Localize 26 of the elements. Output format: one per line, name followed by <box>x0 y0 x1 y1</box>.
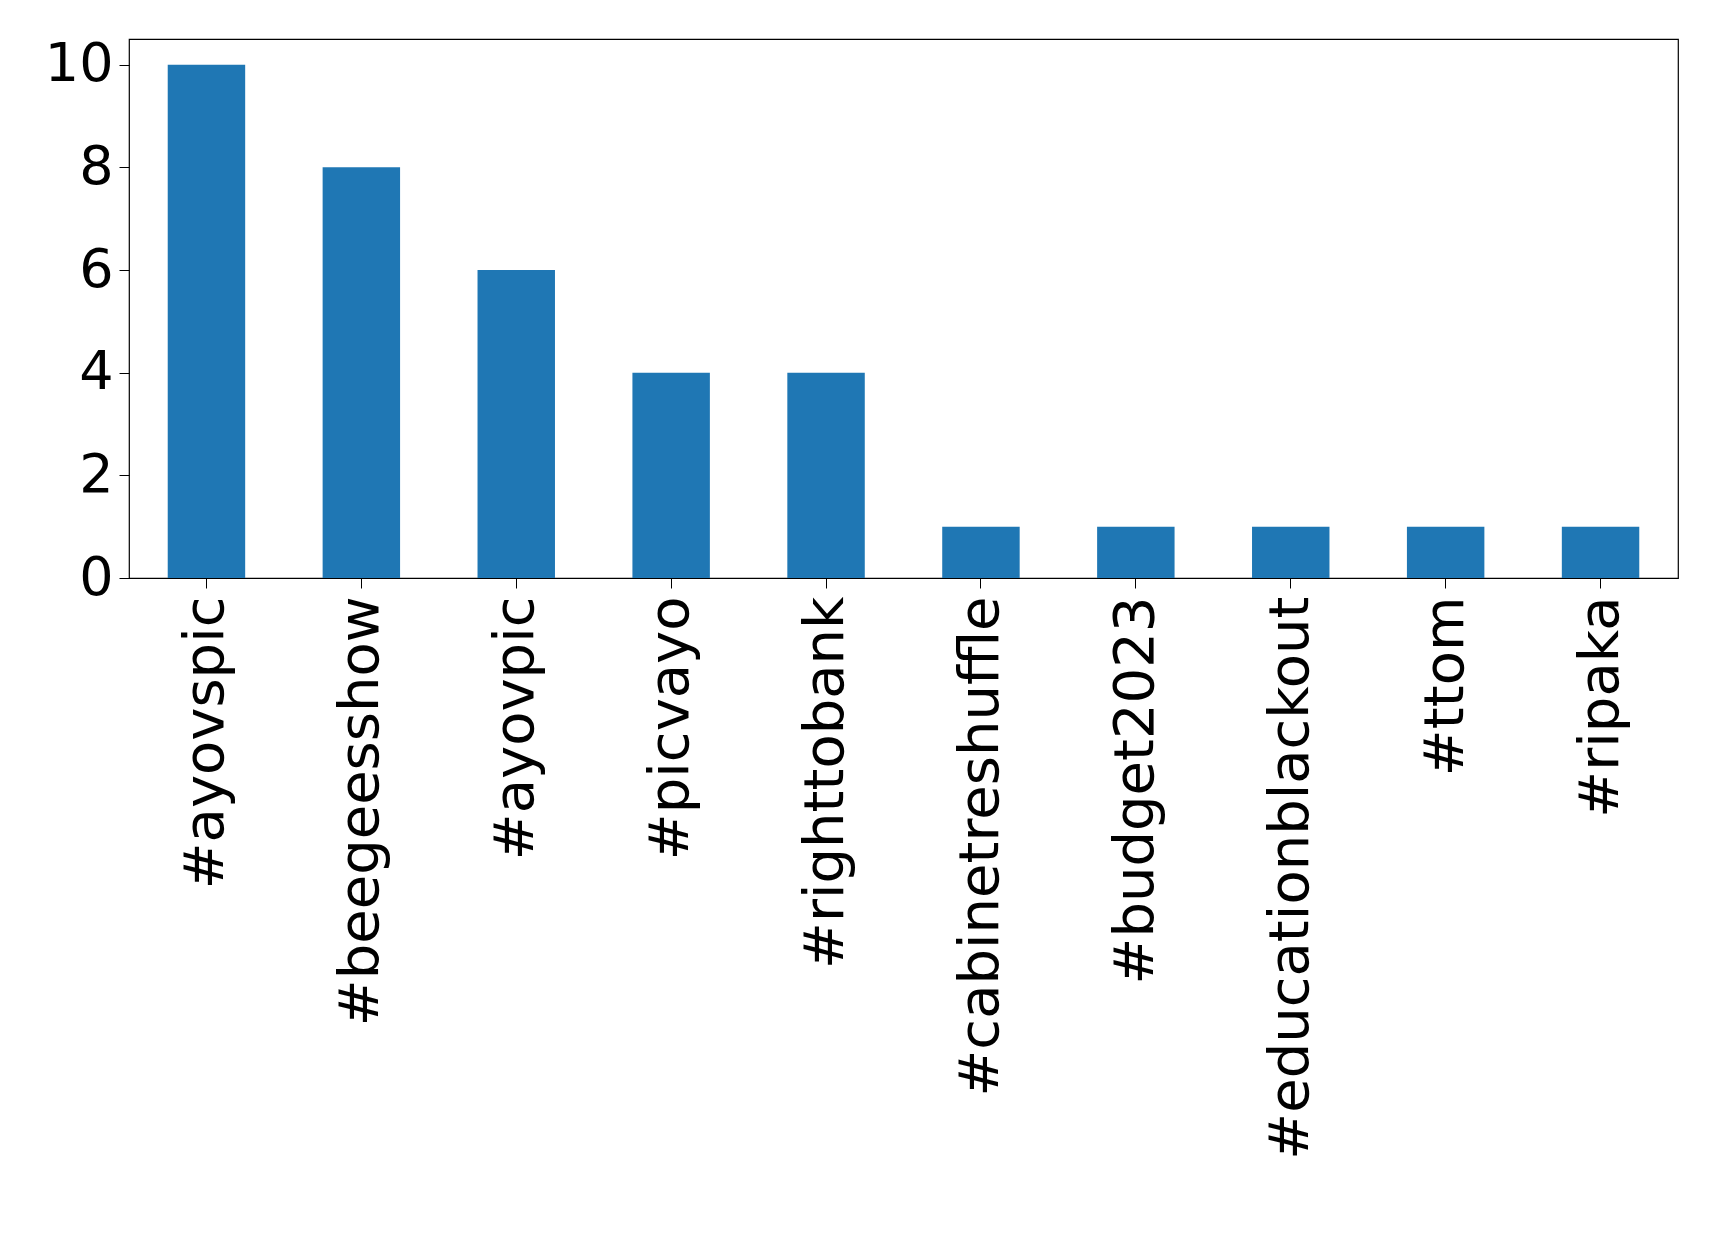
bar <box>1406 526 1485 578</box>
y-tick-label: 2 <box>79 441 114 505</box>
bar <box>787 372 865 578</box>
bar <box>1097 526 1175 578</box>
bar <box>632 372 710 578</box>
x-tick-label: #ripaka <box>1565 596 1631 818</box>
x-tick-label: #cabinetreshuffle <box>945 596 1011 1097</box>
bar <box>322 167 401 578</box>
x-tick-label: #picvayo <box>636 596 702 861</box>
x-tick-label: #ayovpic <box>481 596 547 861</box>
y-tick-label: 4 <box>79 339 114 403</box>
y-tick-label: 0 <box>79 544 114 608</box>
x-tick-label: #ayovspic <box>171 596 237 890</box>
x-tick-label: #beegeesshow <box>326 596 392 1027</box>
x-tick-label: #righttobank <box>791 595 857 970</box>
y-tick-label: 8 <box>79 133 114 197</box>
bar <box>477 270 555 578</box>
bar <box>942 526 1020 578</box>
x-tick-label: #budget2023 <box>1100 596 1166 985</box>
y-tick-label: 10 <box>44 31 114 95</box>
y-tick-label: 6 <box>79 236 114 300</box>
bar <box>1561 526 1640 578</box>
bar <box>167 64 246 578</box>
x-tick-label: #educationblackout <box>1255 596 1321 1160</box>
x-tick-label: #ttom <box>1410 596 1476 777</box>
bar <box>1252 526 1330 578</box>
